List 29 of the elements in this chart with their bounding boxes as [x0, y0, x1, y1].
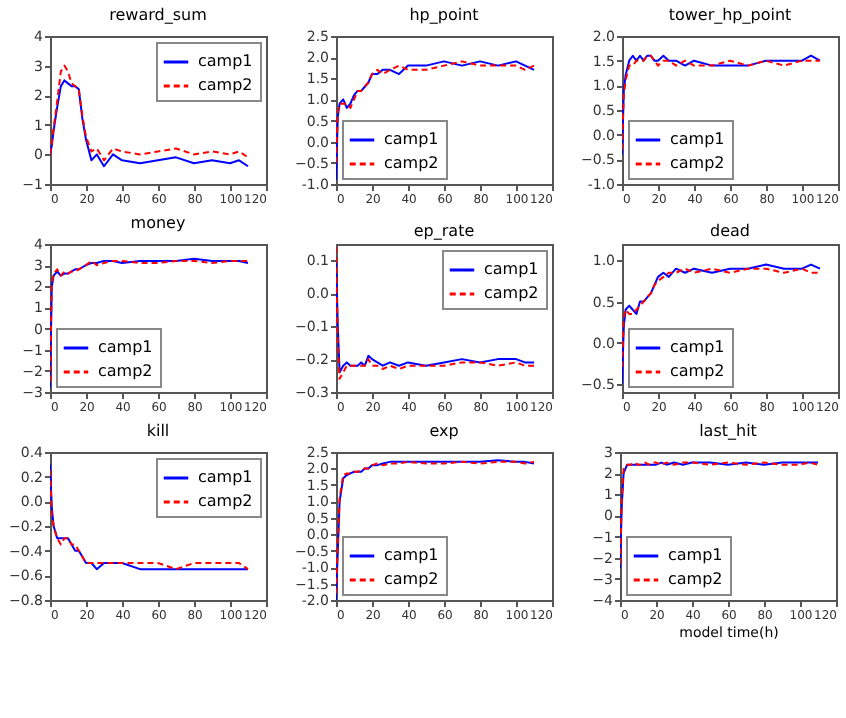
legend-label: camp2	[668, 570, 723, 588]
line-series	[50, 79, 249, 168]
legend-label: camp1	[384, 130, 439, 148]
chart-title: kill	[146, 422, 170, 440]
legend-label: camp1	[384, 546, 439, 564]
chart-title: last_hit	[699, 422, 757, 440]
legend-label: camp2	[384, 154, 439, 172]
chart-title: dead	[710, 222, 750, 240]
legend-label: camp2	[484, 284, 539, 302]
legend-label: camp1	[198, 468, 253, 486]
legend-label: camp2	[670, 362, 725, 380]
legend-label: camp1	[670, 338, 725, 356]
chart-title: ep_rate	[413, 222, 475, 240]
legend-label: camp1	[198, 52, 253, 70]
legend-label: camp1	[668, 546, 723, 564]
chart-title: tower_hp_point	[668, 6, 792, 24]
legend-label: camp1	[98, 338, 153, 356]
legend-label: camp2	[98, 362, 153, 380]
chart-title: hp_point	[409, 6, 479, 24]
legend-label: camp2	[384, 570, 439, 588]
chart-title: reward_sum	[109, 6, 208, 24]
chart-title: money	[130, 214, 186, 232]
line-series	[622, 263, 821, 385]
legend-label: camp1	[670, 130, 725, 148]
legend-label: camp2	[198, 76, 253, 94]
legend-label: camp1	[484, 260, 539, 278]
legend-label: camp2	[670, 154, 725, 172]
chart-title: exp	[429, 422, 459, 440]
legend-label: camp2	[198, 492, 253, 510]
